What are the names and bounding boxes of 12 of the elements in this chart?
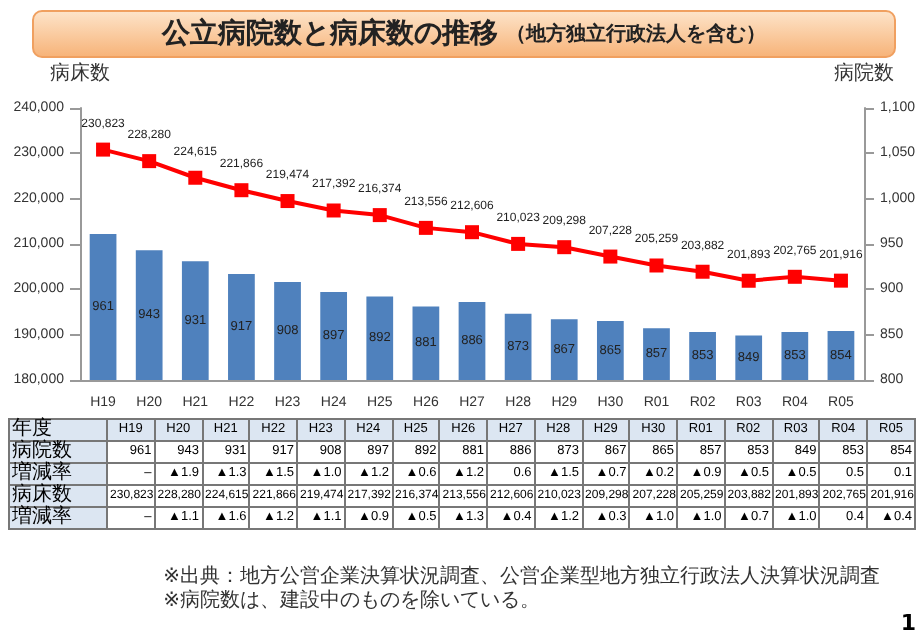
text: 1 <box>900 610 916 636</box>
text: 病院数 <box>12 440 72 462</box>
text: 増減率 <box>9 462 107 485</box>
chart-subtitle: （地方独立行政法人を含む） <box>506 20 766 48</box>
y2-axis-title: 病院数 <box>834 61 894 85</box>
text: 年度 <box>9 418 107 441</box>
text: ※出典：地方公営企業決算状況調査、公営企業型地方独立行政法人決算状況調査 <box>163 566 880 589</box>
text: 増減率 <box>12 506 72 528</box>
text: 病床数 <box>12 484 72 506</box>
text: ※病院数は、建設中のものを除いている。 <box>163 590 542 614</box>
chart-title: 公立病院数と病床数の推移 <box>162 16 498 52</box>
y-axis-title: 病床数 <box>50 61 110 85</box>
